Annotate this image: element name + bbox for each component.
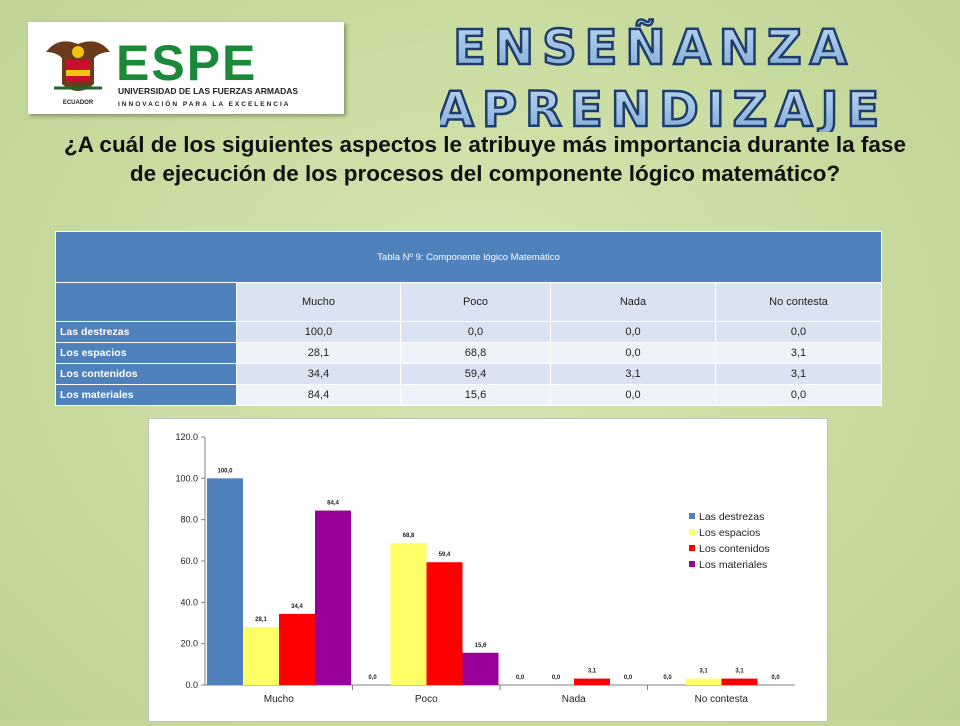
legend-swatch [689,513,695,519]
banner-line1: ENSEÑANZA [453,19,855,76]
table-cell: 0,0 [714,321,883,343]
legend-swatch [689,545,695,551]
x-tick-label: No contesta [695,694,749,705]
data-label: 28,1 [255,617,267,623]
row-label: Los espacios [55,342,237,364]
espe-logo-graphic: ECUADOR ESPE UNIVERSIDAD DE LAS FUERZAS … [46,35,298,108]
table-cell: 3,1 [550,363,716,385]
logo-tagline: INNOVACIÓN PARA LA EXCELENCIA [118,99,290,108]
data-label: 0,0 [368,675,377,681]
y-tick-label: 100.0 [175,473,198,483]
table-cell: 59,4 [400,363,551,385]
table-cell: 34,4 [236,363,401,385]
table-cell: 68,8 [400,342,551,364]
row-label: Los contenidos [55,363,237,385]
legend-label: Las destrezas [699,511,764,523]
data-label: 84,4 [327,501,339,507]
y-tick-label: 20.0 [180,639,198,649]
bar [315,510,351,685]
banner-line2: APRENDIZAJE [440,82,880,132]
bar [390,542,427,685]
table-row: Los contenidos 34,4 59,4 3,1 3,1 [55,363,883,385]
data-label: 0,0 [516,675,525,681]
legend-label: Los contenidos [699,543,770,555]
bar [426,562,463,685]
data-label: 34,4 [291,604,303,610]
table-header: Nada [550,282,716,322]
question-text: ¿A cuál de los siguientes aspectos le at… [64,132,906,186]
data-label: 15,6 [475,643,487,649]
logo-country: ECUADOR [63,100,94,106]
x-tick-label: Poco [415,694,438,705]
espe-logo: ECUADOR ESPE UNIVERSIDAD DE LAS FUERZAS … [28,22,344,114]
table-cell: 100,0 [236,321,401,343]
table-row: Las destrezas 100,0 0,0 0,0 0,0 [55,321,883,343]
y-tick-label: 80.0 [180,515,198,525]
table-cell: 3,1 [714,363,883,385]
x-tick-label: Nada [562,694,586,705]
bar-chart: 0.0 20.0 40.0 60.0 80.0 100.0 120.0 Mucho 100,0 2… [148,418,828,722]
data-label: 3,1 [588,669,597,675]
data-label: 0,0 [771,675,780,681]
bar [685,678,722,685]
table-header: Poco [400,282,551,322]
table-cell: 0,0 [550,342,716,364]
legend-label: Los espacios [699,527,760,539]
data-label: 3,1 [735,669,744,675]
bar [207,478,243,685]
logo-subtitle: UNIVERSIDAD DE LAS FUERZAS ARMADAS [118,86,298,96]
table-header: No contesta [714,282,883,322]
table-row: Los espacios 28,1 68,8 0,0 3,1 [55,342,883,364]
y-tick-label: 60.0 [180,556,198,566]
data-label: 0,0 [552,675,561,681]
chart-svg: 0.0 20.0 40.0 60.0 80.0 100.0 120.0 Mucho 100,0 2… [175,432,795,705]
data-label: 100,0 [217,468,233,474]
table-header: Mucho [236,282,401,322]
table-cell: 84,4 [236,384,401,406]
data-label: 0,0 [624,675,633,681]
logo-name: ESPE [116,35,257,91]
crest-icon [46,41,110,91]
data-table: Tabla Nº 9: Componente lógico Matemático… [54,231,883,406]
table-row: Los materiales 84,4 15,6 0,0 0,0 [55,384,883,406]
x-tick-label: Mucho [264,694,294,705]
data-label: 68,8 [403,533,415,539]
table-cell: 0,0 [714,384,883,406]
table-cell: 0,0 [550,321,716,343]
legend-label: Los materiales [699,559,767,571]
table-cell: 0,0 [550,384,716,406]
bar [574,678,610,685]
data-label: 3,1 [699,669,708,675]
table-cell: 3,1 [714,342,883,364]
data-label: 59,4 [439,552,451,558]
bar [279,613,315,685]
y-tick-label: 0.0 [185,680,198,690]
table-cell: 0,0 [400,321,551,343]
legend-swatch [689,529,695,535]
table-cell: 28,1 [236,342,401,364]
bar [721,678,758,685]
y-tick-label: 40.0 [180,597,198,607]
table-corner [55,282,237,322]
bar [462,652,499,685]
bar [243,626,279,685]
data-label: 0,0 [663,675,672,681]
table-cell: 15,6 [400,384,551,406]
y-tick-label: 120.0 [175,432,198,442]
row-label: Los materiales [55,384,237,406]
table-title: Tabla Nº 9: Componente lógico Matemático [54,231,883,283]
row-label: Las destrezas [55,321,237,343]
legend-swatch [689,561,695,567]
banner-title: ENSEÑANZA APRENDIZAJE [440,18,880,132]
